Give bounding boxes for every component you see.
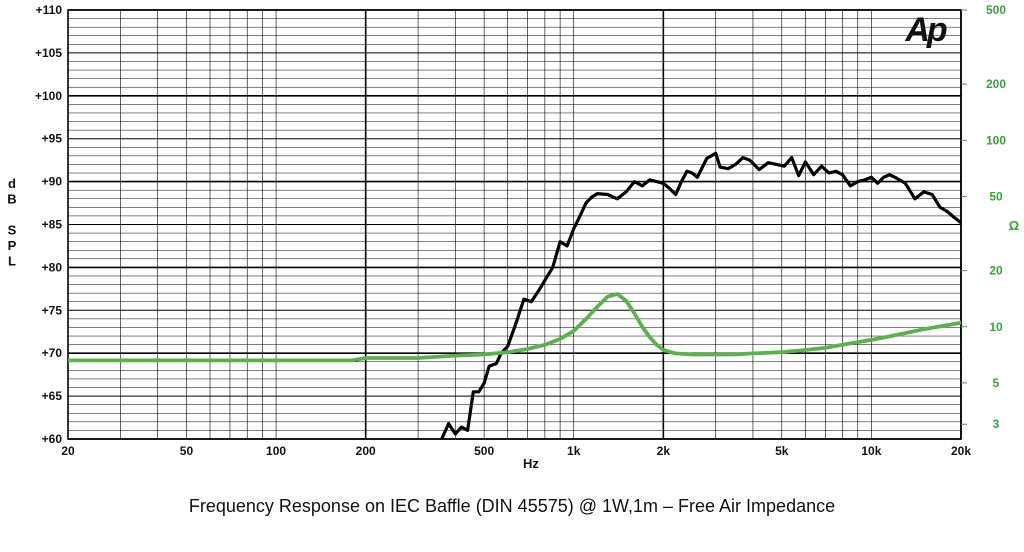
ap-logo: Ap [904, 11, 947, 49]
y-tick-label-left: +100 [35, 89, 62, 103]
y-tick-label-left: +75 [42, 303, 63, 317]
series-layer [68, 151, 961, 439]
right-axis-ticks: 500 200 100 50 20 10 5 3 [961, 3, 1006, 431]
x-tick-label: 5k [775, 444, 789, 458]
x-tick-label: 10k [861, 444, 881, 458]
x-tick-label: 100 [266, 444, 286, 458]
plot-frame [67, 9, 962, 440]
x-tick-label: 500 [474, 444, 494, 458]
chart-caption: Frequency Response on IEC Baffle (DIN 45… [188, 496, 836, 516]
x-tick-label: 2k [657, 444, 671, 458]
x-tick-label: 50 [180, 444, 194, 458]
x-axis-label: Hz [523, 456, 539, 471]
y-tick-label-left: +85 [42, 218, 63, 232]
y-tick-label-right: 10 [989, 320, 1003, 334]
y-axis-label-letter: L [8, 254, 16, 269]
x-tick-label: 200 [356, 444, 376, 458]
y-tick-label-right: 3 [993, 417, 1000, 431]
y-tick-label-right: 20 [989, 264, 1003, 278]
y-tick-label-left: +105 [35, 46, 62, 60]
y-axis-label-letter: S [8, 223, 17, 238]
y-tick-label-right: 100 [986, 133, 1006, 147]
y-tick-label-left: +60 [42, 432, 63, 446]
x-tick-label: 20 [61, 444, 75, 458]
impedance-line [68, 291, 961, 363]
x-tick-label: 20k [951, 444, 971, 458]
y-axis-label-letter: P [8, 238, 17, 253]
major-grid [68, 9, 962, 440]
y-tick-label-left: +110 [36, 3, 63, 17]
y-axis-label-letter: d [8, 176, 16, 191]
y-tick-label-left: +70 [42, 346, 63, 360]
y-tick-label-left: +80 [42, 260, 63, 274]
left-axis-ticks: +110 +105 +100 +95 +90 +85 +80 +75 +70 +65 +60 [35, 3, 62, 446]
x-axis-ticks: 20 50 100 200 500 1k 2k 5k 10k 20k [61, 444, 971, 458]
y-axis-label-right: Ω [1009, 218, 1019, 233]
y-axis-label-left: dB SPL [7, 176, 16, 269]
y-tick-label-right: 5 [993, 376, 1000, 390]
x-tick-label: 1k [567, 444, 581, 458]
spl-response-line [440, 151, 961, 439]
y-tick-label-right: 200 [986, 77, 1006, 91]
y-tick-label-left: +95 [42, 132, 63, 146]
y-tick-label-right: 50 [989, 189, 1003, 203]
y-axis-label-letter: B [7, 192, 16, 207]
y-tick-label-left: +65 [42, 389, 63, 403]
y-tick-label-left: +90 [42, 175, 63, 189]
y-tick-label-right: 500 [986, 3, 1006, 17]
plot-border [67, 9, 962, 440]
